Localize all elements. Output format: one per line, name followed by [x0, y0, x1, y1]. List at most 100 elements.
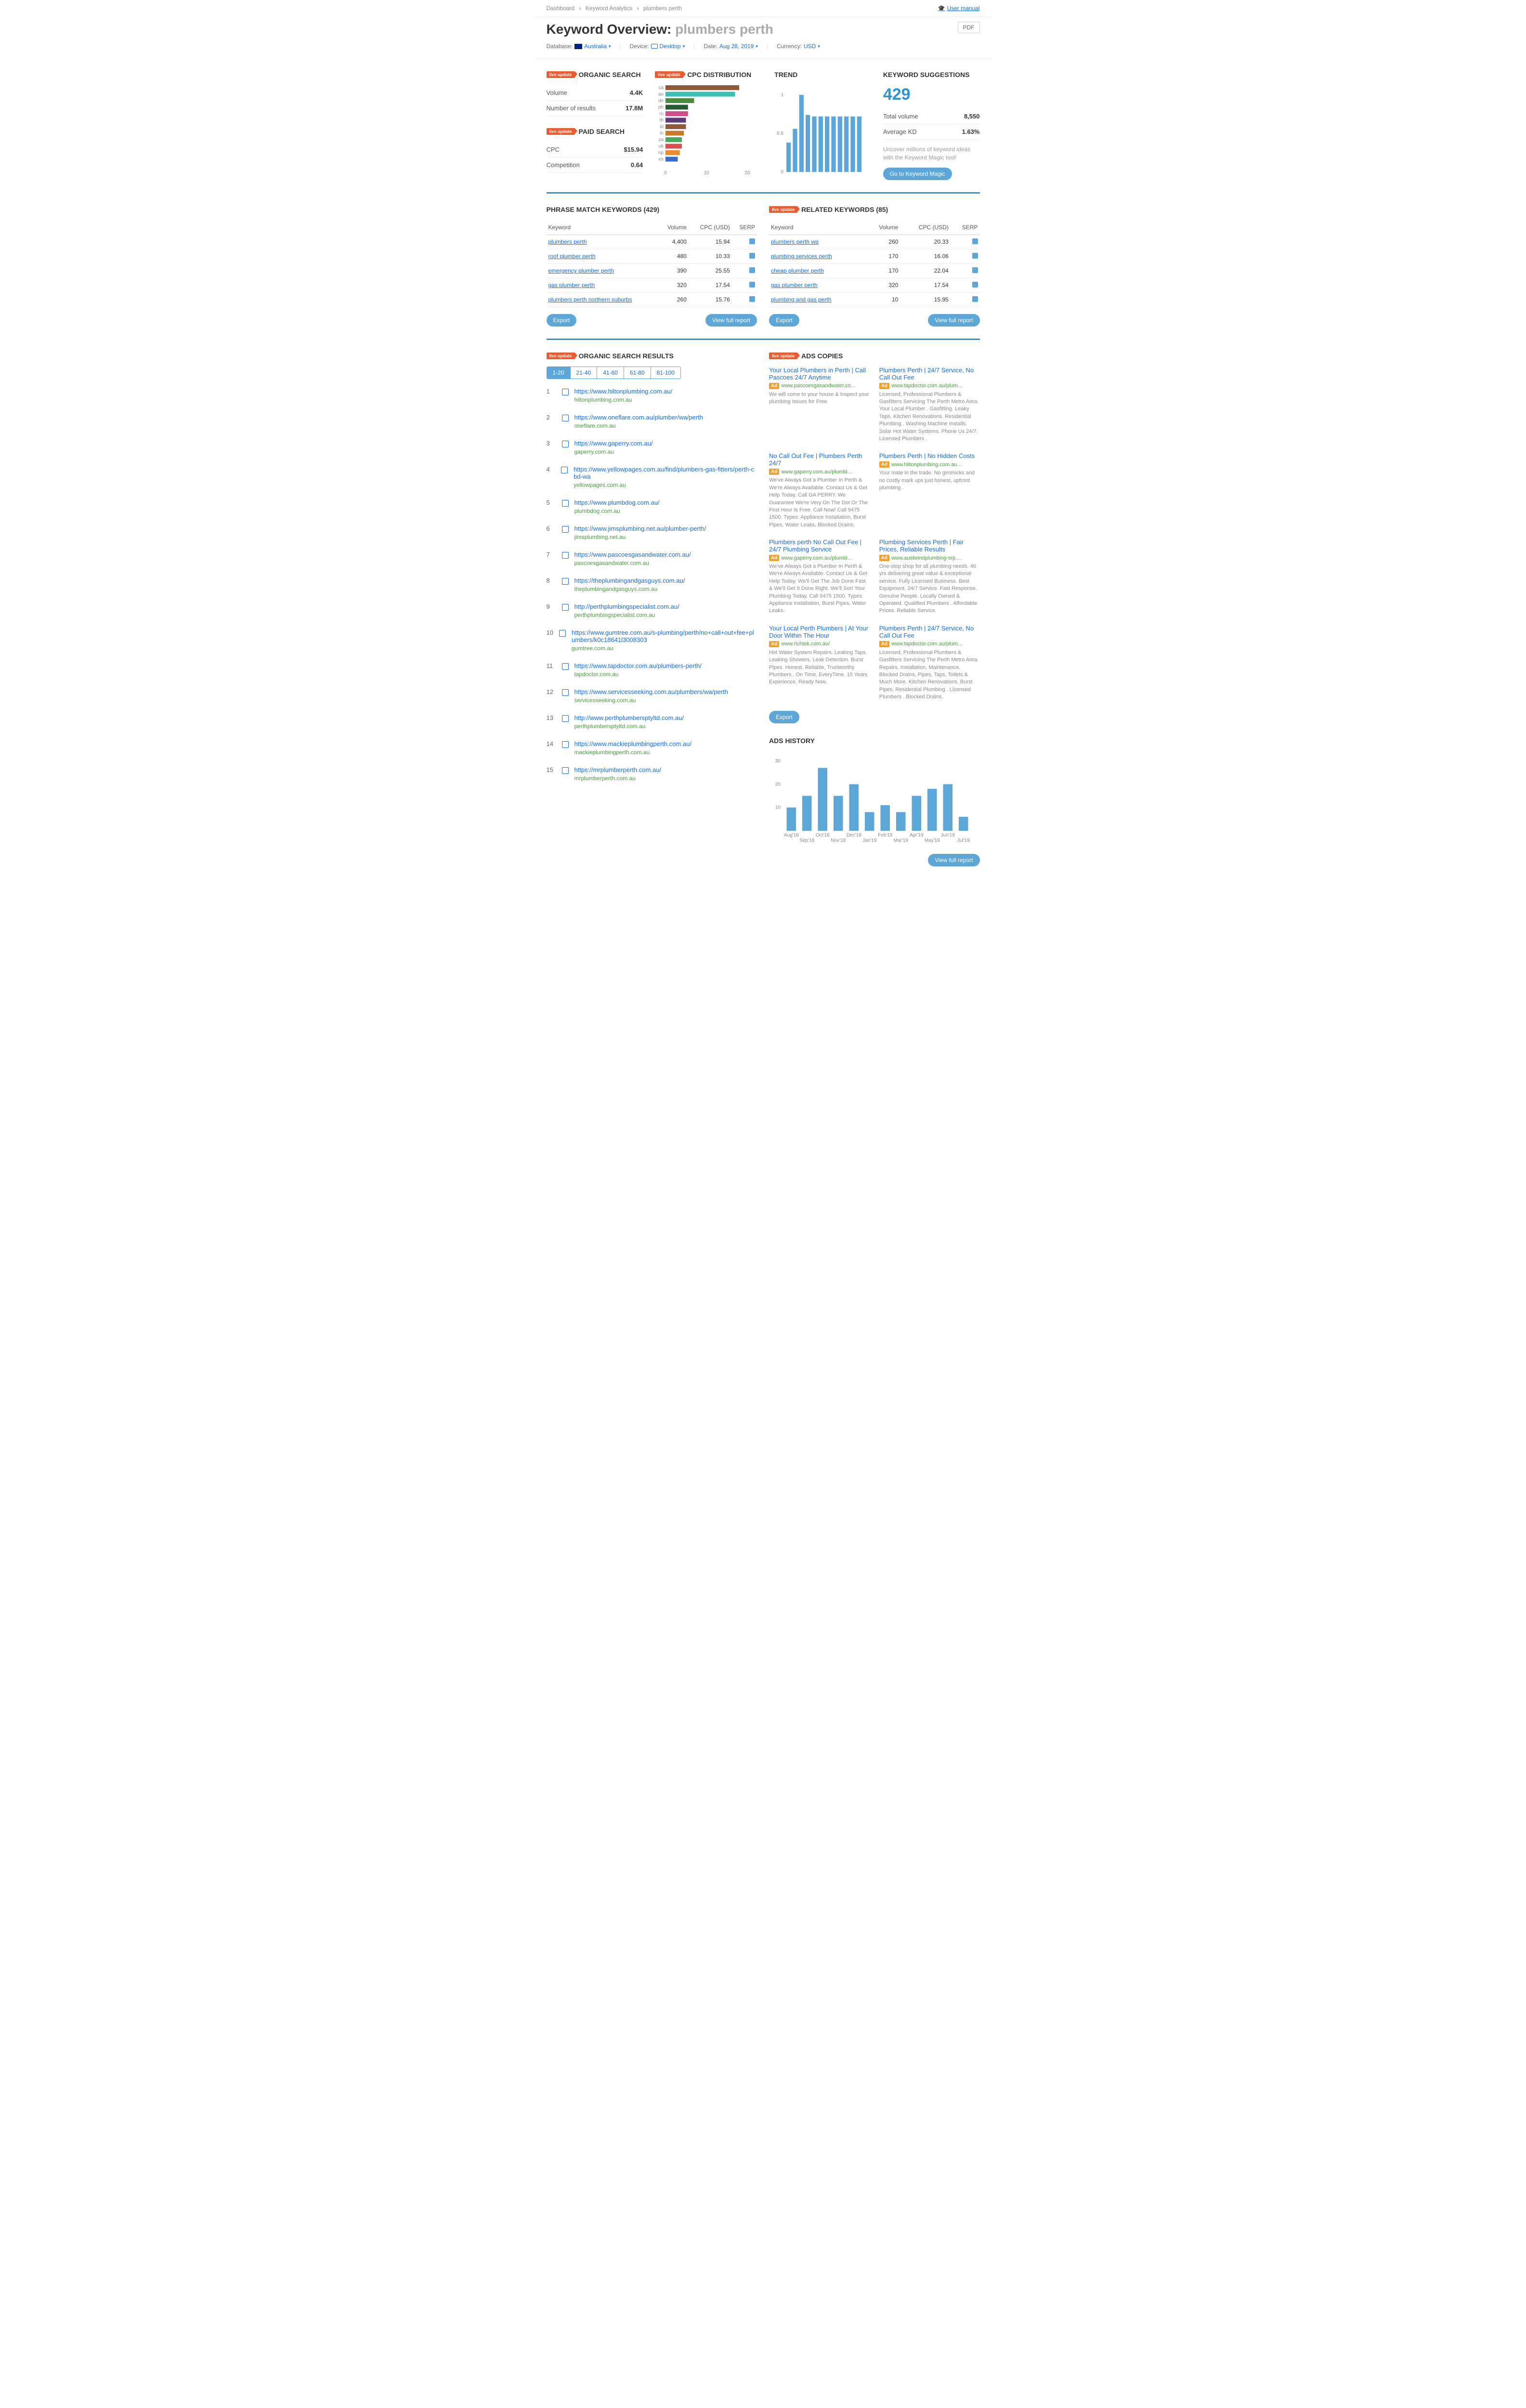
breadcrumb: Dashboard › Keyword Analytics › plumbers… [535, 0, 992, 17]
device-filter[interactable]: Device: Desktop ▾ [630, 43, 685, 50]
pager-item[interactable]: 21-40 [571, 367, 598, 379]
keyword-link[interactable]: plumbing and gas perth [771, 296, 831, 303]
external-link-icon[interactable] [562, 663, 569, 670]
svg-text:za: za [659, 137, 664, 143]
ad-url: www.tapdoctor.com.au/plum… [891, 641, 963, 647]
ad-title[interactable]: Plumbers Perth | No Hidden Costs [879, 452, 980, 459]
phrase-export-button[interactable]: Export [547, 314, 577, 327]
serp-icon[interactable] [972, 267, 978, 273]
ad-badge: Ad [879, 641, 889, 647]
serp-icon[interactable] [972, 253, 978, 259]
pager-item[interactable]: 1-20 [547, 367, 571, 379]
database-filter[interactable]: Database: Australia ▾ [547, 43, 611, 50]
external-link-icon[interactable] [562, 415, 569, 421]
external-link-icon[interactable] [562, 441, 569, 447]
result-url[interactable]: https://mrplumberperth.com.au/ [574, 766, 662, 773]
phrase-report-button[interactable]: View full report [705, 314, 757, 327]
svg-text:au: au [658, 92, 664, 97]
ad-title[interactable]: Your Local Perth Plumbers | At Your Door… [769, 625, 870, 639]
ad-description: Licensed, Professional Plumbers & Gasfit… [879, 391, 980, 443]
keyword-link[interactable]: gas plumber perth [771, 282, 818, 288]
result-url[interactable]: https://www.gumtree.com.au/s-plumbing/pe… [572, 629, 757, 643]
serp-icon[interactable] [749, 282, 755, 288]
external-link-icon[interactable] [562, 552, 569, 559]
external-link-icon[interactable] [562, 526, 569, 533]
related-export-button[interactable]: Export [769, 314, 799, 327]
svg-text:Aug'18: Aug'18 [784, 833, 799, 838]
keyword-link[interactable]: roof plumber perth [548, 253, 596, 260]
serp-icon[interactable] [972, 238, 978, 244]
suggestions-count: 429 [883, 85, 980, 104]
result-url[interactable]: https://www.jimsplumbing.net.au/plumber-… [574, 525, 706, 532]
flag-au-icon [574, 44, 582, 49]
crumb-analytics[interactable]: Keyword Analytics [586, 5, 632, 12]
serp-icon[interactable] [749, 267, 755, 273]
pager-item[interactable]: 61-80 [624, 367, 651, 379]
result-url[interactable]: https://theplumbingandgasguys.com.au/ [574, 577, 685, 584]
external-link-icon[interactable] [562, 741, 569, 748]
serp-icon[interactable] [749, 238, 755, 244]
organic-result-item: 9http://perthplumbingspecialist.com.au/p… [547, 603, 757, 618]
ad-card: Your Local Perth Plumbers | At Your Door… [769, 625, 870, 701]
serp-icon[interactable] [749, 296, 755, 302]
manual-icon: 🎓 [938, 5, 945, 12]
external-link-icon[interactable] [562, 689, 569, 696]
ad-title[interactable]: No Call Out Fee | Plumbers Perth 24/7 [769, 452, 870, 467]
svg-text:ca: ca [659, 85, 664, 91]
currency-filter[interactable]: Currency: USD ▾ [777, 43, 820, 50]
crumb-keyword[interactable]: plumbers perth [643, 5, 682, 12]
result-url[interactable]: https://www.pascoesgasandwater.com.au/ [574, 551, 691, 558]
keyword-link[interactable]: cheap plumber perth [771, 267, 824, 274]
external-link-icon[interactable] [562, 604, 569, 611]
keyword-link[interactable]: gas plumber perth [548, 282, 595, 288]
ad-title[interactable]: Plumbers Perth | 24/7 Service, No Call O… [879, 625, 980, 639]
chevron-down-icon: ▾ [756, 44, 758, 49]
ad-title[interactable]: Plumbers Perth | 24/7 Service, No Call O… [879, 366, 980, 381]
keyword-link[interactable]: plumbers perth wa [771, 238, 819, 245]
date-filter[interactable]: Date: Aug 28, 2019 ▾ [704, 43, 758, 50]
keyword-link[interactable]: emergency plumber perth [548, 267, 614, 274]
result-domain: hiltonplumbing.com.au [574, 396, 673, 403]
ad-title[interactable]: Plumbers perth No Call Out Fee | 24/7 Pl… [769, 538, 870, 553]
result-url[interactable]: http://perthplumbingspecialist.com.au/ [574, 603, 679, 610]
crumb-dashboard[interactable]: Dashboard [547, 5, 575, 12]
external-link-icon[interactable] [562, 389, 569, 395]
pager-item[interactable]: 81-100 [651, 367, 680, 379]
table-row: roof plumber perth48010.33 [547, 249, 757, 263]
ad-title[interactable]: Plumbing Services Perth | Fair Prices, R… [879, 538, 980, 553]
external-link-icon[interactable] [559, 630, 566, 637]
result-url[interactable]: https://www.gaperry.com.au/ [574, 440, 653, 447]
ad-url: www.pascoesgasandwater.co… [781, 383, 856, 389]
external-link-icon[interactable] [562, 578, 569, 585]
serp-icon[interactable] [749, 253, 755, 259]
result-url[interactable]: https://www.servicesseeking.com.au/plumb… [574, 688, 728, 695]
serp-icon[interactable] [972, 296, 978, 302]
table-row: gas plumber perth32017.54 [769, 278, 980, 292]
result-url[interactable]: https://www.hiltonplumbing.com.au/ [574, 388, 673, 395]
result-url[interactable]: https://www.oneflare.com.au/plumber/wa/p… [574, 414, 703, 421]
pager-item[interactable]: 41-60 [597, 367, 624, 379]
ad-badge: Ad [879, 383, 889, 389]
table-row: plumbers perth4,40015.94 [547, 235, 757, 249]
ad-title[interactable]: Your Local Plumbers in Perth | Call Pasc… [769, 366, 870, 381]
keyword-magic-button[interactable]: Go to Keyword Magic [883, 168, 952, 180]
external-link-icon[interactable] [562, 767, 569, 774]
pdf-button[interactable]: PDF [958, 22, 980, 33]
result-url[interactable]: https://www.yellowpages.com.au/find/plum… [574, 466, 757, 480]
result-url[interactable]: https://www.mackieplumbingperth.com.au/ [574, 740, 692, 747]
result-url[interactable]: https://www.plumbdog.com.au/ [574, 499, 660, 506]
related-report-button[interactable]: View full report [928, 314, 979, 327]
ad-description: We will come to your house & Inspect you… [769, 391, 870, 406]
keyword-link[interactable]: plumbers perth [548, 238, 587, 245]
serp-icon[interactable] [972, 282, 978, 288]
result-url[interactable]: http://www.perthplumbersptyltd.com.au/ [574, 714, 684, 721]
ads-history-report-button[interactable]: View full report [928, 854, 979, 866]
external-link-icon[interactable] [562, 500, 569, 507]
result-url[interactable]: https://www.tapdoctor.com.au/plumbers-pe… [574, 662, 702, 669]
keyword-link[interactable]: plumbing services perth [771, 253, 832, 260]
ads-export-button[interactable]: Export [769, 711, 799, 723]
external-link-icon[interactable] [562, 715, 569, 722]
user-manual-link[interactable]: 🎓 User manual [938, 5, 980, 12]
external-link-icon[interactable] [561, 467, 568, 473]
keyword-link[interactable]: plumbers perth northern suburbs [548, 296, 632, 303]
